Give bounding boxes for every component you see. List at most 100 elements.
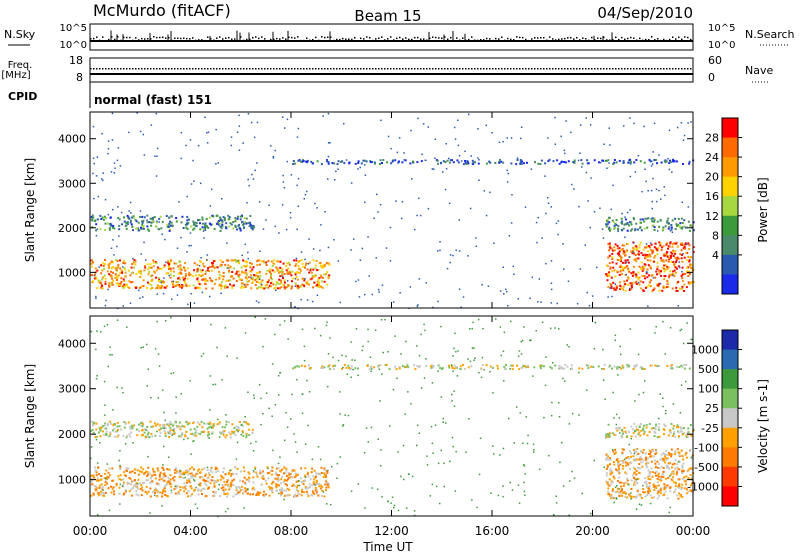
y-tick-label: 4000 xyxy=(58,133,86,146)
nsearch-dot xyxy=(330,36,332,38)
nave-dot xyxy=(606,68,608,70)
nave-dot xyxy=(339,68,341,70)
nsearch-dot xyxy=(459,39,461,42)
nsearch-dot xyxy=(534,37,536,39)
nsearch-dot xyxy=(93,37,95,40)
nsearch-dot xyxy=(492,39,494,42)
nave-dot xyxy=(633,68,635,70)
nsearch-dot xyxy=(228,36,230,39)
station-title: McMurdo (fitACF) xyxy=(93,1,231,20)
nsearch-dot xyxy=(348,38,350,40)
nsearch-dot xyxy=(435,36,437,39)
nsearch-dot xyxy=(351,38,353,41)
nave-dot xyxy=(648,68,650,70)
nave-dot xyxy=(243,68,245,70)
nsearch-dot xyxy=(480,38,482,41)
nsearch-dot xyxy=(438,37,440,39)
nsearch-dot xyxy=(141,37,143,40)
nsearch-dot xyxy=(345,38,347,40)
scatter-band xyxy=(292,158,695,166)
nsearch-dot xyxy=(570,37,572,39)
nsearch-dot xyxy=(183,37,185,40)
freq-panel-frame xyxy=(89,57,694,83)
nave-dot xyxy=(117,68,119,70)
nave-dot xyxy=(414,68,416,70)
nsearch-dot xyxy=(240,36,242,38)
nsearch-dot xyxy=(396,37,398,40)
nsearch-dot xyxy=(201,39,203,41)
nave-dot xyxy=(399,68,401,70)
nave-dot xyxy=(504,68,506,70)
nave-dot xyxy=(663,68,665,70)
nsearch-dot xyxy=(174,37,176,39)
nave-dot xyxy=(345,68,347,70)
nave-dot xyxy=(405,68,407,70)
nsearch-dot xyxy=(114,38,116,41)
nave-dot xyxy=(141,68,143,70)
nave-dot xyxy=(609,68,611,70)
nsearch-dot xyxy=(177,37,179,39)
nave-dot xyxy=(480,68,482,70)
nave-dot xyxy=(300,68,302,70)
nsearch-dot xyxy=(405,37,407,39)
nsearch-dot xyxy=(198,39,200,41)
nave-dot xyxy=(336,68,338,70)
colorbar-tick-label: 8 xyxy=(712,229,719,242)
nsearch-dot xyxy=(180,37,182,40)
nave-dot xyxy=(108,68,110,70)
nave-dot xyxy=(420,68,422,70)
nsearch-dot xyxy=(684,36,686,38)
nsearch-dot xyxy=(648,39,650,41)
nave-dot xyxy=(351,68,353,70)
nave-dot xyxy=(627,68,629,70)
nsearch-dot xyxy=(234,38,236,40)
scatter-band xyxy=(90,420,254,439)
nave-tick-top: 60 xyxy=(708,54,722,67)
nsearch-dot xyxy=(417,36,419,39)
nsearch-dot xyxy=(561,38,563,40)
nsearch-dot xyxy=(408,38,410,41)
nave-dot xyxy=(168,68,170,70)
nsearch-dot xyxy=(585,38,587,40)
colorbar-segment xyxy=(722,118,738,139)
scatter-band xyxy=(605,447,695,500)
cpid-label: CPID xyxy=(8,90,37,103)
nave-dot xyxy=(279,68,281,70)
nsearch-dot xyxy=(498,38,500,40)
nave-dot xyxy=(213,68,215,70)
nave-dot xyxy=(393,68,395,70)
nave-dot xyxy=(471,68,473,70)
nsearch-dot xyxy=(618,38,620,41)
nsearch-dot xyxy=(336,38,338,41)
nsearch-dot xyxy=(153,36,155,38)
nsearch-dot xyxy=(510,38,512,41)
nsearch-label: N.Search xyxy=(745,28,795,41)
nsearch-dot xyxy=(636,39,638,42)
nave-dot xyxy=(312,68,314,70)
colorbar-segment xyxy=(722,254,738,275)
nave-dot xyxy=(189,68,191,70)
nave-dot xyxy=(123,68,125,70)
nsearch-dot xyxy=(186,37,188,40)
nave-dot xyxy=(525,68,527,70)
nave-dot xyxy=(597,68,599,70)
nsearch-dot xyxy=(423,38,425,40)
y-tick-label: 2000 xyxy=(58,222,86,235)
colorbar-tick-label: 24 xyxy=(705,151,719,164)
nsearch-tick-bottom: 10^0 xyxy=(708,40,735,51)
nave-dot xyxy=(369,68,371,70)
freq-trace xyxy=(90,68,693,75)
nsearch-dot xyxy=(225,37,227,39)
colorbar-tick-label: -100 xyxy=(694,441,719,454)
power-colorbar: 28 24 20 16 12 8 4 xyxy=(705,117,742,295)
nsearch-dot xyxy=(252,36,254,39)
nave-dot xyxy=(159,68,161,70)
nsearch-dot xyxy=(210,38,212,40)
nsearch-dot xyxy=(558,38,560,41)
nsearch-dot xyxy=(144,38,146,40)
nave-dot xyxy=(201,68,203,70)
nave-dot xyxy=(582,68,584,70)
date-title: 04/Sep/2010 xyxy=(597,4,693,22)
nsearch-dot xyxy=(609,39,611,41)
x-tick-label: 12:00 xyxy=(374,524,409,538)
